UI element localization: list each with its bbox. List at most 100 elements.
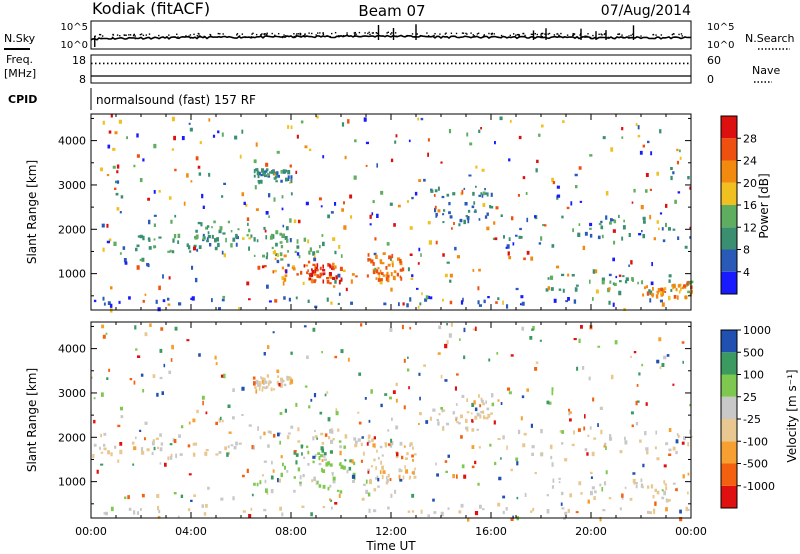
nsearch-point xyxy=(271,32,273,35)
nsearch-point xyxy=(681,35,683,37)
velocity-colorbar-tick-label: 100 xyxy=(743,369,764,382)
nsearch-point xyxy=(219,33,221,35)
nsearch-point xyxy=(548,32,551,35)
noise-panel-frame xyxy=(90,20,692,50)
nsearch-point xyxy=(473,35,475,37)
cpid-text: normalsound (fast) 157 RF xyxy=(96,93,256,107)
freq-left-tick-bottom: 8 xyxy=(79,73,86,86)
nsearch-point xyxy=(353,34,356,36)
nsearch-point xyxy=(185,35,187,37)
velocity-colorbar-tick-label: -1000 xyxy=(743,480,775,493)
nsearch-point xyxy=(250,36,253,38)
velocity-colorbar-tick-label: -500 xyxy=(743,458,768,471)
velocity-y-tick-label: 4000 xyxy=(58,343,86,356)
nsearch-point xyxy=(139,33,142,36)
nsearch-point xyxy=(196,35,199,37)
freq-panel: Freq. [MHz] Nave 18 8 60 0 xyxy=(4,53,780,86)
nsearch-point xyxy=(334,31,337,34)
nsearch-point xyxy=(308,32,310,34)
nsearch-point xyxy=(119,35,121,37)
date-title: 07/Aug/2014 xyxy=(601,3,691,19)
time-tick-label: 00:00 xyxy=(675,525,707,538)
nsearch-point xyxy=(177,36,179,38)
nsearch-point xyxy=(589,36,592,39)
nsearch-point xyxy=(283,34,285,36)
nsearch-point xyxy=(295,34,297,37)
nsearch-point xyxy=(406,35,408,38)
nsearch-point xyxy=(369,33,371,36)
velocity-y-label: Slant Range [km] xyxy=(25,368,39,472)
power-colorbar-swatch xyxy=(721,116,737,139)
nsearch-point xyxy=(572,32,574,35)
nsearch-point xyxy=(465,32,467,35)
velocity-colorbar-label: Velocity [m s⁻¹] xyxy=(785,369,799,462)
power-colorbar-swatch xyxy=(721,227,737,250)
nsearch-point xyxy=(517,33,519,36)
nsearch-point xyxy=(303,35,305,37)
nsearch-point xyxy=(509,34,512,37)
nsearch-point xyxy=(355,33,357,35)
nsearch-point xyxy=(266,32,268,34)
freq-left-tick-top: 18 xyxy=(72,54,86,67)
nsearch-point xyxy=(260,34,262,36)
nsearch-point xyxy=(244,36,246,39)
nsearch-point xyxy=(134,35,136,37)
nsearch-point xyxy=(99,33,102,36)
nsearch-point xyxy=(238,35,241,37)
nsearch-point xyxy=(483,34,485,36)
nsearch-point xyxy=(395,35,397,37)
nsearch-point xyxy=(394,32,397,34)
nsearch-point xyxy=(512,33,515,35)
power-colorbar-swatch xyxy=(721,182,737,205)
nsearch-point xyxy=(304,34,306,36)
power-colorbar-tick-label: 4 xyxy=(743,266,750,279)
nsearch-point xyxy=(540,34,542,36)
nsearch-point xyxy=(346,32,348,34)
nsearch-point xyxy=(329,35,332,38)
power-y-tick-label: 4000 xyxy=(58,135,86,148)
nsearch-point xyxy=(299,33,302,35)
nsearch-point xyxy=(524,34,526,37)
nsearch-point xyxy=(203,35,205,38)
nsearch-point xyxy=(419,34,422,37)
nsearch-point xyxy=(209,33,211,36)
nsearch-point xyxy=(558,35,561,37)
power-cells xyxy=(93,114,694,313)
power-y-tick-label: 2000 xyxy=(58,223,86,236)
power-panel-frame xyxy=(90,113,692,311)
velocity-cells xyxy=(91,322,693,522)
nsearch-point xyxy=(322,33,325,36)
power-cell-group xyxy=(93,117,681,312)
nsearch-point xyxy=(621,34,623,36)
nsearch-point xyxy=(672,33,675,35)
velocity-y-axis: 1000 2000 3000 4000 xyxy=(58,325,691,505)
nsearch-point xyxy=(331,32,333,35)
nsearch-point xyxy=(680,33,683,35)
power-cell-group xyxy=(106,118,693,307)
nsearch-point xyxy=(630,34,632,36)
nsearch-point xyxy=(572,34,575,36)
nsearch-point xyxy=(454,35,457,38)
nsearch-point xyxy=(531,33,534,36)
power-cell-group xyxy=(114,119,693,305)
noise-marks xyxy=(90,24,692,47)
power-colorbar-swatch xyxy=(721,205,737,228)
nsearch-point xyxy=(488,32,490,35)
time-tick-label: 08:00 xyxy=(275,525,307,538)
nsearch-point xyxy=(364,32,366,34)
nsearch-point xyxy=(317,32,319,34)
nsearch-point xyxy=(547,33,549,35)
nsearch-point xyxy=(540,35,542,38)
nsearch-point xyxy=(579,34,581,36)
power-panel: 1000 2000 3000 4000 Slant Range [km] 4 8 12 16… xyxy=(25,113,771,313)
velocity-y-tick-label: 1000 xyxy=(58,476,86,489)
power-y-label: Slant Range [km] xyxy=(25,160,39,264)
power-colorbar-swatch xyxy=(721,249,737,272)
nsearch-point xyxy=(556,33,558,35)
nsearch-point xyxy=(601,34,603,36)
nsearch-point xyxy=(618,33,621,35)
nsearch-point xyxy=(640,35,642,37)
nsearch-point xyxy=(477,32,480,34)
power-y-axis: 1000 2000 3000 4000 xyxy=(58,117,691,297)
nsearch-point xyxy=(560,32,562,35)
